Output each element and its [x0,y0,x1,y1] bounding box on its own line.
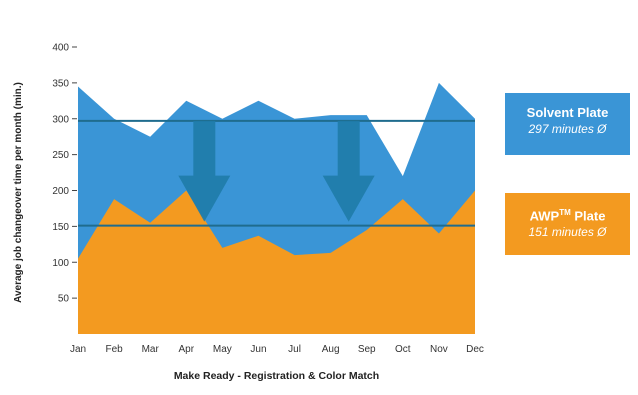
legend-awp-title-rest: Plate [570,208,606,224]
y-tick-label: 300 [52,114,69,125]
y-tick-label: 350 [52,78,69,89]
y-tick-label: 150 [52,222,69,233]
x-tick-label-aug: Aug [322,344,340,355]
y-tick-label: 250 [52,150,69,161]
legend-solvent-subtitle: 297 minutes Ø [528,122,607,136]
x-axis-label: Make Ready - Registration & Color Match [174,370,379,382]
legend-awp-plate: AWPTM Plate 151 minutes Ø [505,193,630,255]
x-tick-label-dec: Dec [466,344,484,355]
x-tick-label-jul: Jul [288,344,301,355]
x-tick-label-jun: Jun [250,344,266,355]
arrow-apr-may [178,120,231,222]
legend-awp-title: AWPTM Plate [505,204,630,224]
y-tick-label: 400 [52,43,69,54]
y-axis-label: Average job changeover time per month (m… [13,82,24,303]
x-tick-label-may: May [213,344,232,355]
x-tick-label-jan: Jan [70,344,86,355]
x-tick-label-apr: Apr [178,344,194,355]
arrow-aug-sep [322,120,375,222]
y-tick-label: 100 [52,258,69,269]
legend-solvent-plate: Solvent Plate 297 minutes Ø [505,93,630,155]
x-tick-label-nov: Nov [430,344,448,355]
y-tick-label: 50 [58,294,70,305]
x-tick-label-oct: Oct [395,344,411,355]
legend-awp-subtitle: 151 minutes Ø [528,225,607,240]
x-tick-label-mar: Mar [142,344,160,355]
legend-awp-title-sup: TM [559,208,571,217]
y-tick-label: 200 [52,186,69,197]
legend-awp-title-main: AWP [529,208,560,224]
x-tick-label-feb: Feb [105,344,123,355]
x-tick-label-sep: Sep [358,344,376,355]
legend-solvent-title: Solvent Plate [526,105,609,120]
